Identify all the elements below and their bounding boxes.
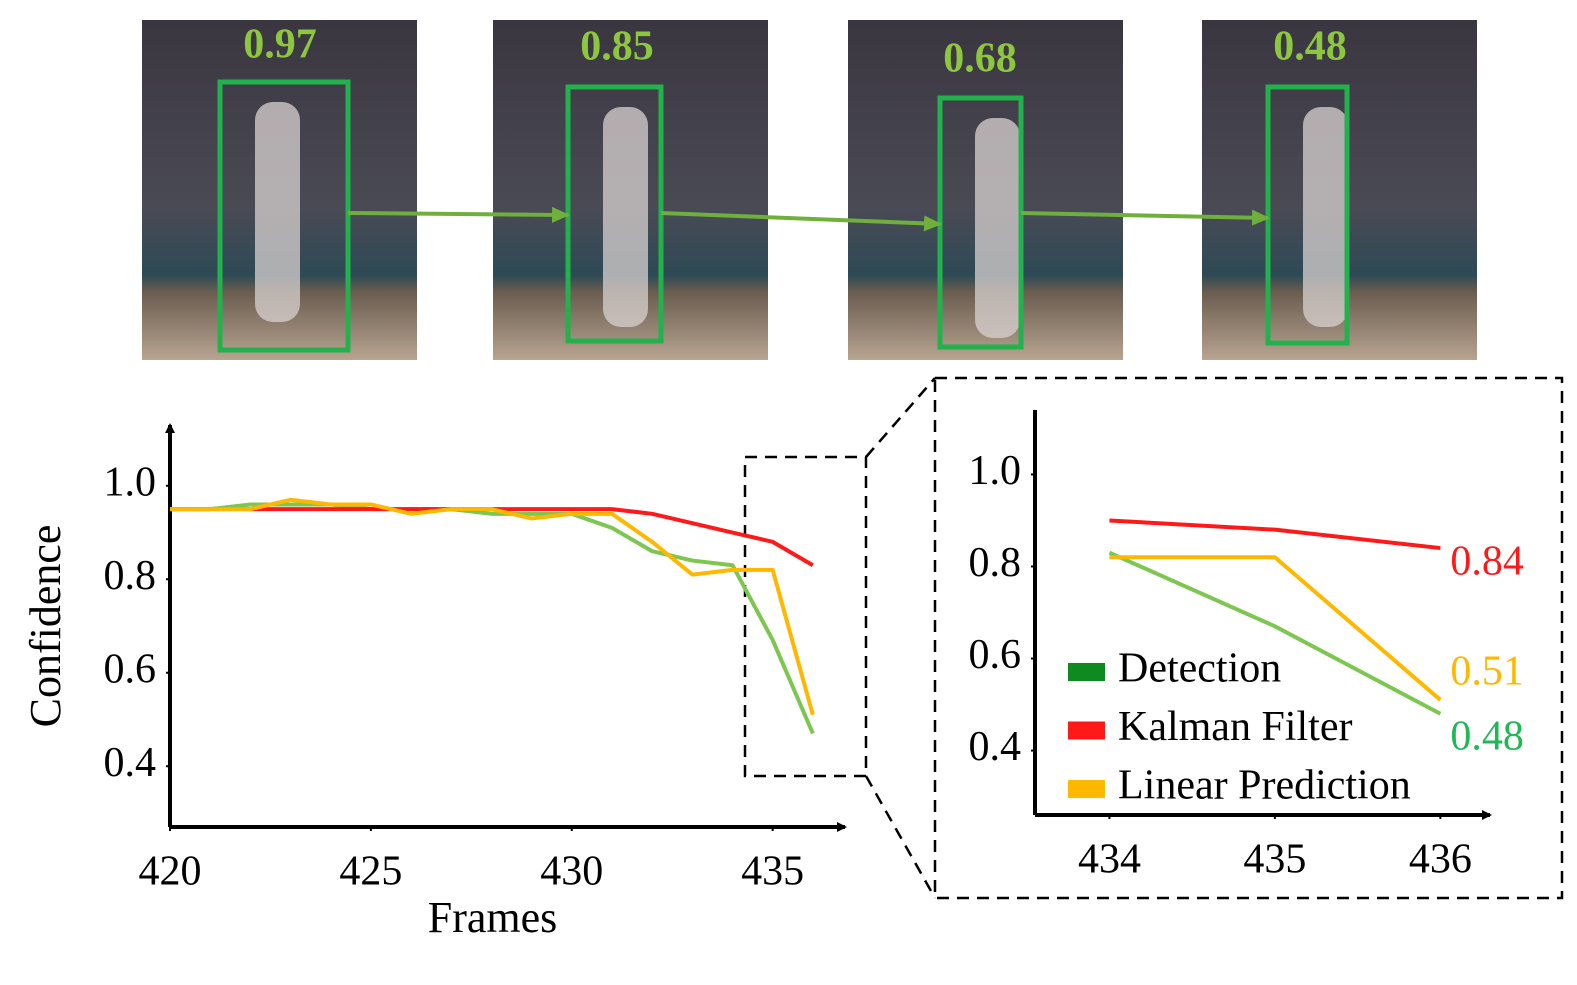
legend-swatch: [1068, 780, 1105, 798]
end-value-label: 0.84: [1450, 539, 1524, 585]
person: [255, 102, 300, 322]
series-line: [1109, 518, 1441, 551]
x-tick-label: 435: [741, 849, 804, 895]
y-tick-label: 0.8: [104, 553, 157, 599]
person: [1303, 107, 1348, 327]
x-tick-label: 420: [139, 849, 202, 895]
series-line: [1109, 555, 1442, 702]
connector: [865, 377, 936, 458]
x-tick-label: 430: [540, 849, 603, 895]
y-tick-label: 0.6: [969, 632, 1022, 678]
end-value-label: 0.48: [1450, 714, 1524, 760]
inset-frame: [933, 376, 1564, 900]
track-arrow: [1020, 209, 1270, 226]
y-tick-label: 0.4: [969, 724, 1022, 770]
score-label: 0.85: [580, 24, 654, 70]
y-tick-label: 0.8: [969, 540, 1022, 586]
connector: [864, 775, 937, 899]
charts: 0.4 0.6 0.8 1.0 420 425 430 435 Frames Confidence…: [21, 410, 1524, 942]
bounding-box: [217, 79, 351, 353]
x-tick-label: 434: [1078, 837, 1141, 883]
zoom-region: [743, 455, 868, 778]
score-label: 0.68: [943, 36, 1017, 82]
score-label: 0.48: [1273, 24, 1347, 70]
x-tick-label: 436: [1409, 837, 1472, 883]
frames: 0.97 0.85 0.68 0.48: [142, 20, 1477, 360]
series-line: [170, 497, 815, 716]
x-axis-label: Frames: [428, 893, 558, 942]
person: [975, 118, 1020, 338]
track-arrow: [347, 206, 570, 223]
legend-swatch: [1068, 663, 1105, 681]
x-tick-label: 435: [1243, 837, 1306, 883]
score-label: 0.97: [243, 22, 317, 68]
series-line: [170, 502, 815, 735]
y-tick-label: 1.0: [969, 448, 1022, 494]
y-axis-label: Confidence: [21, 525, 70, 728]
x-tick-label: 425: [339, 849, 402, 895]
track-arrow: [660, 211, 942, 232]
series-line: [1108, 550, 1442, 716]
zoom-connectors: [743, 376, 1564, 900]
y-tick-label: 0.6: [104, 646, 157, 692]
y-tick-label: 0.4: [104, 740, 157, 786]
legend-label: Linear Prediction: [1118, 763, 1411, 809]
legend-label: Kalman Filter: [1118, 704, 1352, 750]
legend-label: Detection: [1118, 646, 1281, 692]
series-line: [170, 507, 814, 567]
legend-swatch: [1068, 721, 1105, 740]
end-value-label: 0.51: [1450, 649, 1524, 695]
y-tick-label: 1.0: [104, 459, 157, 505]
person: [603, 107, 648, 327]
